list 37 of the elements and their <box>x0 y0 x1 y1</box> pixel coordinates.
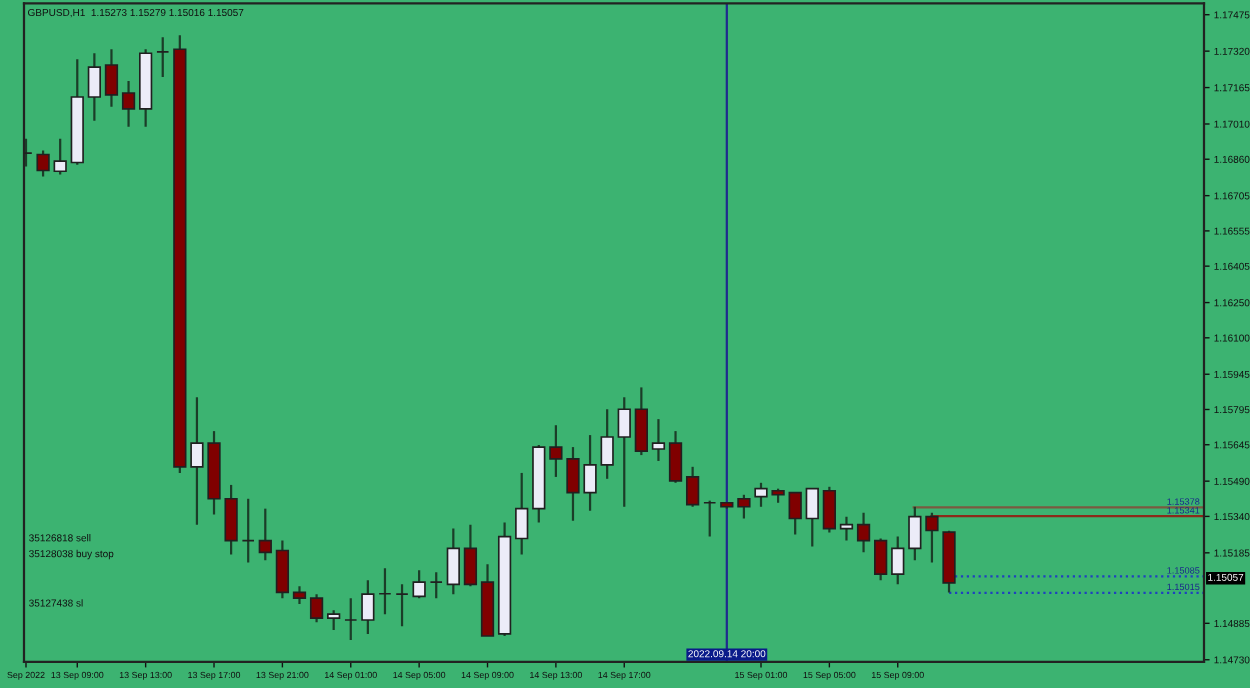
candlestick <box>241 497 255 564</box>
candlestick <box>822 485 837 534</box>
candlestick <box>104 48 119 108</box>
candlestick <box>685 465 700 508</box>
candlestick <box>463 523 478 588</box>
candlestick <box>634 386 648 457</box>
candlestick <box>361 579 375 635</box>
candlestick <box>412 569 426 600</box>
candlestick <box>668 429 683 484</box>
candlestick <box>327 609 341 632</box>
candlestick <box>429 571 443 600</box>
candlestick <box>87 52 102 122</box>
candlestick <box>788 491 802 536</box>
candlestick <box>446 527 460 596</box>
candlestick <box>395 583 409 628</box>
candlestick <box>53 137 67 176</box>
candlestick <box>874 537 888 582</box>
candlestick <box>156 36 170 79</box>
candlestick <box>891 535 905 586</box>
candlestick <box>703 499 717 538</box>
candlestick <box>908 505 922 562</box>
candlestick <box>258 507 272 562</box>
candlestick <box>617 396 631 508</box>
candlestick <box>839 515 854 542</box>
candlestick <box>309 593 324 624</box>
candlestick <box>856 511 871 554</box>
candlestick <box>651 418 666 463</box>
candlestick <box>600 408 614 480</box>
candlestick <box>805 487 819 548</box>
candlestick <box>515 471 529 556</box>
candlestick <box>925 511 939 564</box>
candlestick <box>378 567 392 616</box>
candlestick <box>275 539 290 600</box>
candlestick <box>344 597 358 642</box>
candlestick <box>737 493 751 520</box>
candlestick <box>36 149 50 178</box>
candlestick <box>121 79 136 128</box>
